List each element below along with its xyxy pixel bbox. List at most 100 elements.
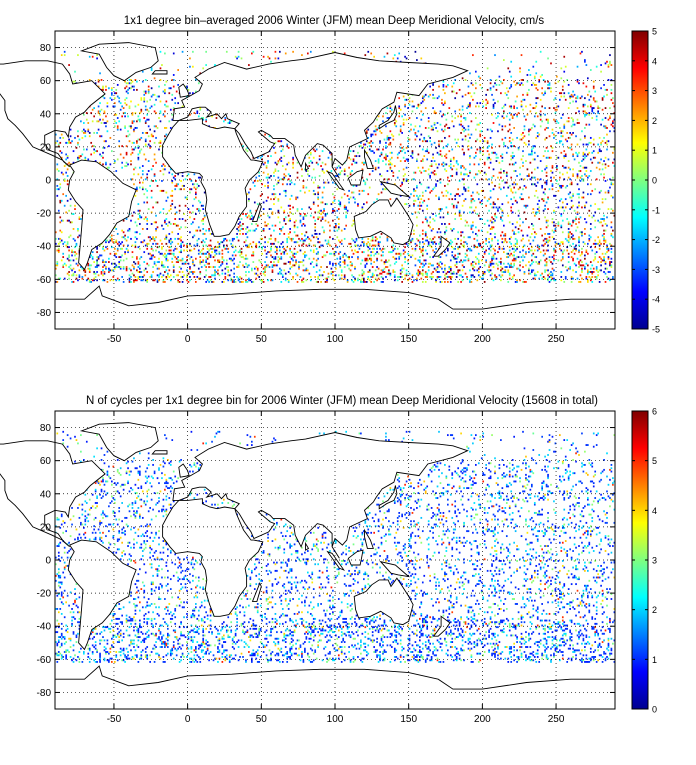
bin-cell [337,173,340,176]
bin-cell [83,128,85,131]
bin-cell [236,276,238,278]
bin-cell [72,228,75,230]
bin-cell [251,267,253,270]
bin-cell [315,252,318,255]
bin-cell [600,143,602,146]
bin-cell [435,269,437,272]
bin-cell [449,267,452,270]
bin-cell [501,180,504,182]
bin-cell [579,52,582,55]
bin-cell [218,251,221,254]
bin-cell [452,156,455,159]
bin-cell [523,115,526,118]
bin-cell [573,247,576,250]
bin-cell [367,237,370,240]
bin-cell [433,219,436,222]
bin-cell [491,146,493,149]
bin-cell [196,244,199,247]
bin-cell [402,252,405,255]
bin-cell [461,178,464,181]
bin-cell [125,239,128,242]
bin-cell [564,277,567,280]
bin-cell [149,140,151,143]
bin-cell [464,168,467,171]
bin-cell [186,244,188,247]
bin-cell [379,272,381,275]
bin-cell [429,276,431,278]
bin-cell [559,140,561,143]
bin-cell [461,165,464,167]
bin-cell [564,198,567,201]
bin-cell [444,277,446,280]
bin-cell [159,252,162,255]
bin-cell [519,166,521,169]
bin-cell [477,193,480,196]
bin-cell [429,244,431,247]
bin-cell [376,198,378,201]
bin-cell [528,239,530,242]
bin-cell [585,64,588,66]
bin-cell [162,90,165,93]
bin-cell [448,244,451,247]
bin-cell [168,252,171,255]
bin-cell [382,280,384,283]
bin-cell [464,188,467,191]
bin-cell [531,232,533,235]
bin-cell [504,136,507,139]
bin-cell [588,234,591,237]
bin-cell [273,203,275,206]
bin-cell [528,128,530,131]
bin-cell [594,188,597,191]
bin-cell [495,153,498,156]
bin-cell [582,241,585,244]
bin-cell [389,168,392,171]
bin-cell [576,79,579,81]
bin-cell [458,180,461,182]
bin-cell [442,161,445,164]
bin-cell [523,211,526,214]
bin-cell [320,244,322,247]
bin-cell [457,280,459,283]
bin-cell [411,105,414,108]
bin-cell [133,173,135,176]
bin-cell [511,266,514,268]
bin-cell [578,204,580,207]
bin-cell [349,173,352,176]
bin-cell [304,256,306,259]
bin-cell [193,276,196,278]
bin-cell [354,161,356,164]
bin-cell [348,156,350,159]
bin-cell [209,256,212,259]
bin-cell [349,158,352,161]
bin-cell [217,241,219,244]
bin-cell [202,247,205,250]
bin-cell [121,254,123,257]
bin-cell [249,188,252,191]
bin-cell [513,247,515,250]
bin-cell [57,209,60,212]
bin-cell [421,209,424,212]
bin-cell [75,262,78,265]
bin-cell [488,224,490,227]
bin-cell [116,117,119,119]
bin-cell [317,218,319,220]
bin-cell [376,148,378,151]
bin-cell [274,256,277,259]
bin-cell [604,272,607,275]
bin-cell [551,236,554,239]
bin-cell [252,252,255,255]
bin-cell [361,251,364,254]
bin-cell [364,146,367,149]
bin-cell [486,158,489,161]
bin-cell [203,214,206,217]
bin-cell [584,267,586,270]
bin-cell [113,113,116,116]
bin-cell [62,219,65,222]
bin-cell [480,189,483,192]
bin-cell [286,143,289,146]
bin-cell [189,188,191,191]
bin-cell [153,110,156,113]
bin-cell [592,87,595,90]
bin-cell [152,180,154,182]
bin-cell [452,206,455,209]
